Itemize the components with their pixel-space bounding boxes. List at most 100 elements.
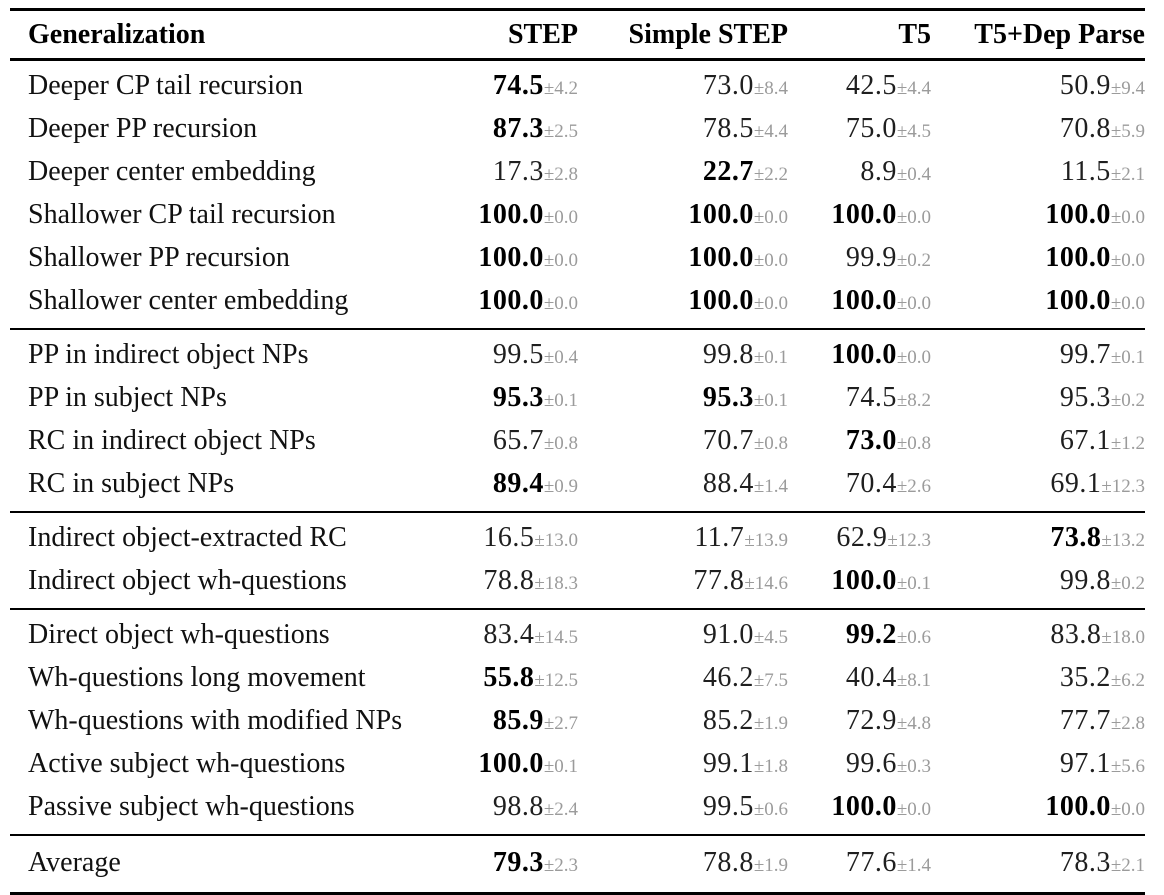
score-cell: 74.5±4.2 xyxy=(450,60,578,110)
column-header-t5-dep-parse: T5+Dep Parse xyxy=(974,18,1145,50)
score-stderr: ±0.4 xyxy=(896,164,931,185)
column-header-generalization: Generalization xyxy=(28,18,206,50)
score-stderr: ±2.7 xyxy=(543,713,578,734)
score-cell: 100.0±0.0 xyxy=(578,238,788,281)
score-stderr: ±0.9 xyxy=(543,476,578,497)
score-cell: 91.0±4.5 xyxy=(578,609,788,658)
row-label: Deeper CP tail recursion xyxy=(28,70,303,101)
score-stderr: ±6.2 xyxy=(1110,670,1145,691)
score-cell: 99.8±0.2 xyxy=(931,561,1145,609)
score-stderr: ±0.0 xyxy=(753,207,788,228)
score-value: 99.9 xyxy=(845,242,897,273)
score-cell: 70.4±2.6 xyxy=(788,464,931,512)
score-cell: 95.3±0.2 xyxy=(931,378,1145,421)
score-cell: 98.8±2.4 xyxy=(450,787,578,835)
score-value: 87.3 xyxy=(492,113,544,144)
table-row: Average 79.3±2.3 78.8±1.9 77.6±1.4 78.3±2.1 xyxy=(10,835,1145,894)
score-stderr: ±4.4 xyxy=(896,78,931,99)
score-cell: 100.0±0.0 xyxy=(450,195,578,238)
score-value: 100.0 xyxy=(831,285,897,316)
score-stderr: ±8.1 xyxy=(896,670,931,691)
score-value: 85.2 xyxy=(702,705,754,736)
score-stderr: ±0.1 xyxy=(543,756,578,777)
score-cell: 11.5±2.1 xyxy=(931,152,1145,195)
score-value: 70.8 xyxy=(1059,113,1111,144)
score-stderr: ±1.9 xyxy=(753,713,788,734)
score-stderr: ±2.3 xyxy=(543,855,578,876)
score-stderr: ±5.9 xyxy=(1110,121,1145,142)
score-cell: 75.0±4.5 xyxy=(788,109,931,152)
score-cell: 85.2±1.9 xyxy=(578,701,788,744)
score-stderr: ±0.8 xyxy=(753,433,788,454)
score-cell: 83.8±18.0 xyxy=(931,609,1145,658)
score-value: 73.8 xyxy=(1050,522,1102,553)
score-cell: 42.5±4.4 xyxy=(788,60,931,110)
row-label: Indirect object-extracted RC xyxy=(28,522,347,553)
score-stderr: ±0.1 xyxy=(896,573,931,594)
row-label: Wh-questions with modified NPs xyxy=(28,705,403,736)
score-stderr: ±0.4 xyxy=(543,347,578,368)
score-value: 99.6 xyxy=(845,748,897,779)
score-value: 8.9 xyxy=(860,156,897,187)
score-cell: 97.1±5.6 xyxy=(931,744,1145,787)
score-stderr: ±2.2 xyxy=(753,164,788,185)
score-cell: 78.5±4.4 xyxy=(578,109,788,152)
score-value: 100.0 xyxy=(688,242,754,273)
score-cell: 99.5±0.4 xyxy=(450,329,578,378)
score-cell: 100.0±0.0 xyxy=(788,195,931,238)
table-row: RC in subject NPs 89.4±0.9 88.4±1.4 70.4±2.… xyxy=(10,464,1145,512)
score-cell: 22.7±2.2 xyxy=(578,152,788,195)
score-value: 17.3 xyxy=(492,156,544,187)
score-stderr: ±12.3 xyxy=(1101,476,1145,497)
score-value: 11.5 xyxy=(1060,156,1111,187)
row-label: PP in indirect object NPs xyxy=(28,339,309,370)
score-stderr: ±1.4 xyxy=(753,476,788,497)
score-stderr: ±13.0 xyxy=(534,530,578,551)
score-value: 100.0 xyxy=(688,199,754,230)
score-stderr: ±0.1 xyxy=(543,390,578,411)
score-cell: 83.4±14.5 xyxy=(450,609,578,658)
score-cell: 11.7±13.9 xyxy=(578,512,788,561)
score-cell: 87.3±2.5 xyxy=(450,109,578,152)
score-cell: 50.9±9.4 xyxy=(931,60,1145,110)
score-value: 72.9 xyxy=(845,705,897,736)
score-value: 100.0 xyxy=(478,285,544,316)
table-row: Shallower CP tail recursion 100.0±0.0 100.… xyxy=(10,195,1145,238)
score-value: 100.0 xyxy=(478,199,544,230)
score-cell: 99.5±0.6 xyxy=(578,787,788,835)
row-label: Shallower CP tail recursion xyxy=(28,199,336,230)
score-value: 70.7 xyxy=(702,425,754,456)
score-value: 100.0 xyxy=(831,791,897,822)
score-cell: 78.8±1.9 xyxy=(578,835,788,894)
generalization-results-table: Generalization STEP Simple STEP T5 T5+De… xyxy=(10,8,1145,895)
score-value: 16.5 xyxy=(483,522,535,553)
table-row: PP in indirect object NPs 99.5±0.4 99.8±0.… xyxy=(10,329,1145,378)
score-stderr: ±0.3 xyxy=(896,756,931,777)
score-stderr: ±5.6 xyxy=(1110,756,1145,777)
row-label: RC in subject NPs xyxy=(28,468,235,499)
score-value: 85.9 xyxy=(492,705,544,736)
table-row: Indirect object wh-questions 78.8±18.3 77.… xyxy=(10,561,1145,609)
score-stderr: ±13.2 xyxy=(1101,530,1145,551)
score-stderr: ±2.1 xyxy=(1110,855,1145,876)
score-stderr: ±2.5 xyxy=(543,121,578,142)
score-stderr: ±12.3 xyxy=(887,530,931,551)
score-value: 100.0 xyxy=(478,242,544,273)
score-value: 40.4 xyxy=(845,662,897,693)
score-cell: 100.0±0.0 xyxy=(931,281,1145,329)
score-stderr: ±0.6 xyxy=(753,799,788,820)
score-cell: 72.9±4.8 xyxy=(788,701,931,744)
score-value: 83.4 xyxy=(483,619,535,650)
score-stderr: ±1.8 xyxy=(753,756,788,777)
score-value: 46.2 xyxy=(702,662,754,693)
score-stderr: ±8.4 xyxy=(753,78,788,99)
score-stderr: ±0.8 xyxy=(543,433,578,454)
score-value: 73.0 xyxy=(845,425,897,456)
score-value: 89.4 xyxy=(492,468,544,499)
score-stderr: ±0.0 xyxy=(896,293,931,314)
score-stderr: ±9.4 xyxy=(1110,78,1145,99)
score-value: 50.9 xyxy=(1059,70,1111,101)
row-label: Shallower center embedding xyxy=(28,285,349,316)
score-stderr: ±0.2 xyxy=(1110,390,1145,411)
score-value: 100.0 xyxy=(688,285,754,316)
